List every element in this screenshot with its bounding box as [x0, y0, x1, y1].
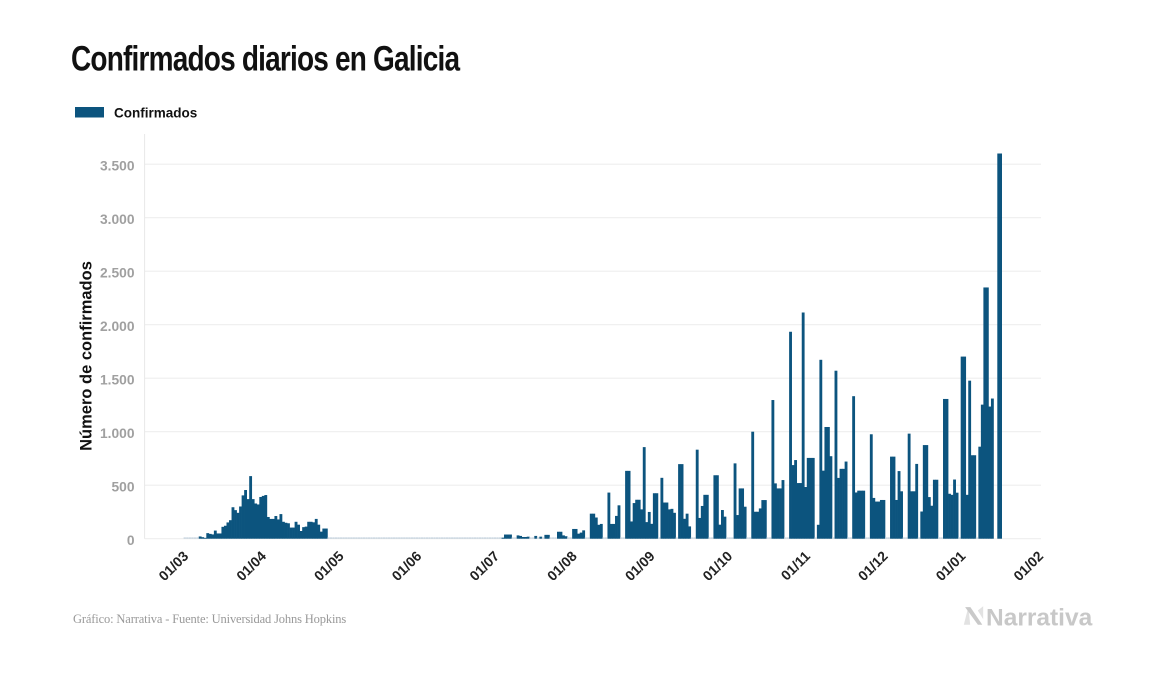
svg-text:Número de confirmados: Número de confirmados: [78, 261, 96, 451]
svg-text:Confirmados diarios en Galicia: Confirmados diarios en Galicia: [71, 38, 460, 78]
svg-text:1.500: 1.500: [100, 373, 135, 388]
svg-text:2.000: 2.000: [100, 319, 135, 334]
svg-text:2.500: 2.500: [100, 266, 135, 281]
svg-text:500: 500: [111, 480, 134, 495]
svg-text:1.000: 1.000: [100, 426, 135, 441]
svg-text:Confirmados: Confirmados: [114, 106, 197, 121]
svg-text:3.000: 3.000: [100, 212, 135, 227]
svg-text:Narrativa: Narrativa: [986, 605, 1093, 632]
svg-text:0: 0: [127, 533, 135, 548]
svg-text:3.500: 3.500: [100, 159, 135, 174]
svg-text:Gráfico: Narrativa - Fuente: U: Gráfico: Narrativa - Fuente: Universidad…: [73, 612, 346, 626]
